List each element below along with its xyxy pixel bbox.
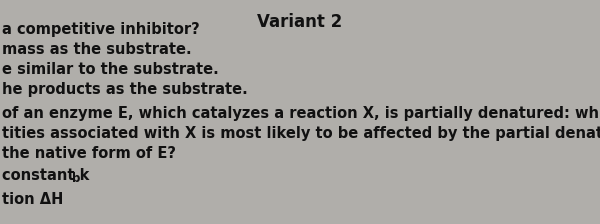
Text: tion ΔH: tion ΔH: [2, 192, 64, 207]
Text: constant k: constant k: [2, 168, 89, 183]
Text: tities associated with X is most likely to be affected by the partial denaturati: tities associated with X is most likely …: [2, 126, 600, 141]
Text: he products as the substrate.: he products as the substrate.: [2, 82, 248, 97]
Text: the native form of E?: the native form of E?: [2, 146, 176, 161]
Text: Variant 2: Variant 2: [257, 13, 343, 31]
Text: b: b: [72, 172, 80, 185]
Text: of an enzyme E, which catalyzes a reaction X, is partially denatured: which of t: of an enzyme E, which catalyzes a reacti…: [2, 106, 600, 121]
Text: e similar to the substrate.: e similar to the substrate.: [2, 62, 219, 77]
Text: mass as the substrate.: mass as the substrate.: [2, 42, 191, 57]
Text: a competitive inhibitor?: a competitive inhibitor?: [2, 22, 200, 37]
